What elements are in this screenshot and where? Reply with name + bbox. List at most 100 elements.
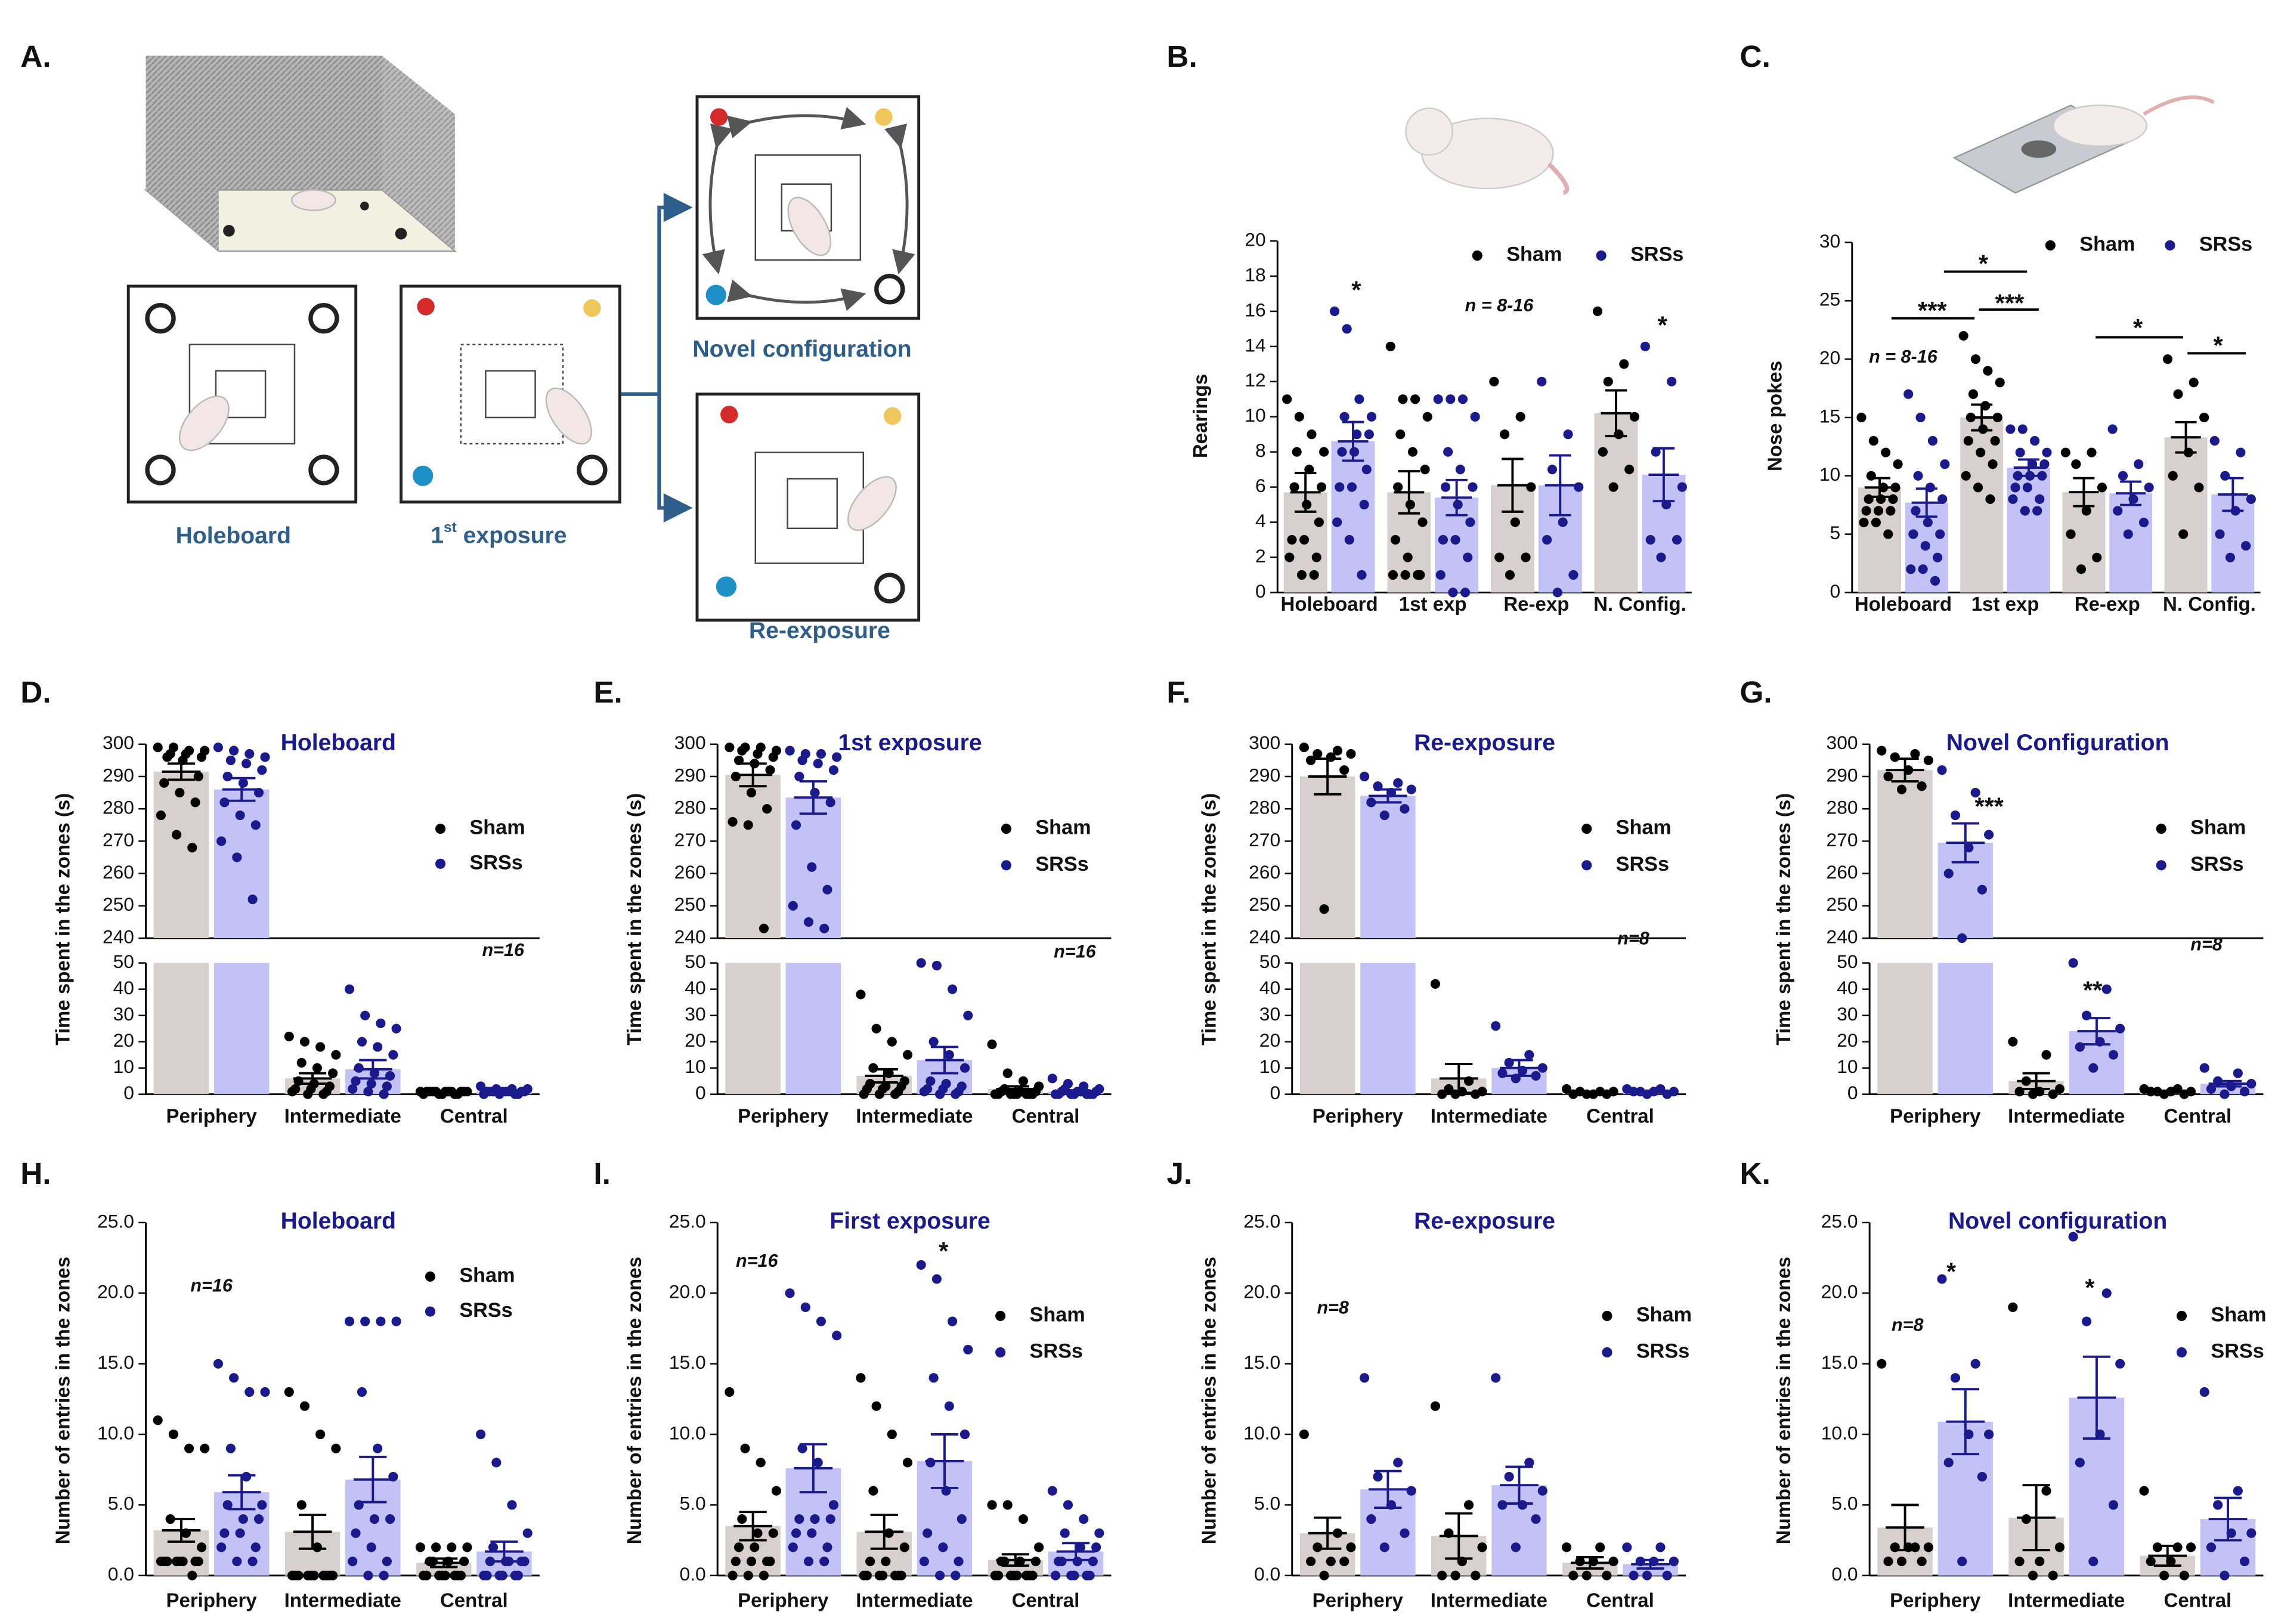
data-point [1655,1542,1666,1552]
chart-panel: E. 1st exposure Time spent in the zones (s… [593,675,1112,1127]
data-point [257,765,267,775]
y-tick-label: 10 [1819,463,1840,485]
data-point [2172,1542,2183,1552]
data-point [1970,1359,1980,1369]
data-point [232,852,242,862]
y-tick-label: 250 [103,893,134,915]
data-point [1940,459,1950,469]
data-point [1977,884,1987,895]
y-tick-label: 10.0 [669,1422,706,1443]
data-point [865,1556,875,1567]
data-point [328,1068,338,1078]
data-point [318,1570,329,1580]
legend-label: SRSs [469,851,522,874]
data-point [303,1570,313,1580]
y-tick-label: 10 [113,1056,134,1077]
data-point [2088,1063,2098,1073]
panel-label: D. [20,675,51,709]
y-tick-label: 270 [103,829,134,850]
panel-label: H. [20,1156,51,1190]
data-point [2134,459,2144,469]
x-tick-label: Periphery [166,1589,257,1611]
data-point [2220,1570,2230,1580]
data-point [253,1514,264,1524]
x-tick-label: Periphery [166,1105,257,1127]
y-tick-label: 20 [685,1029,705,1051]
data-point [2118,471,2128,481]
y-tick-label: 20.0 [97,1281,134,1303]
data-point [743,1570,753,1580]
data-point [2030,436,2040,446]
significance: ** [2083,976,2103,1004]
data-point [1366,797,1376,808]
legend-label: Sham [459,1264,515,1286]
data-point [859,1570,869,1580]
y-tick-label: 15.0 [1821,1351,1858,1373]
rats [178,196,897,531]
data-point [219,1528,230,1538]
x-tick-label: Central [1586,1589,1654,1611]
data-point [296,1500,307,1510]
legend-label: Sham [2211,1303,2266,1326]
y-tick-label: 30 [1259,1003,1280,1025]
data-point [794,1514,804,1524]
y-tick-label: 25.0 [669,1210,706,1232]
data-point [213,743,224,753]
data-point [1403,552,1413,562]
data-point [919,1556,929,1567]
data-point [1913,471,1923,481]
data-point [1319,1570,1329,1580]
legend-marker [1472,250,1482,261]
data-point [963,1344,973,1355]
data-point [1302,500,1312,510]
data-point [1400,1528,1410,1538]
y-tick-label: 50 [113,951,134,972]
y-tick-label: 20 [1245,228,1265,250]
data-point [902,1458,913,1468]
data-point [1973,482,1983,493]
panel-label: J. [1166,1156,1192,1190]
data-point [1299,1429,1309,1440]
data-point [2075,1458,2085,1468]
data-point [1457,394,1468,404]
data-point [2225,552,2236,562]
data-point [1319,447,1329,457]
data-point [1504,1471,1514,1482]
data-point [2233,1486,2243,1496]
data-point [1511,1542,1521,1552]
chart-panel: C. Nose pokes 0 5 10 15 20 25 30 Holeboard 1st exp… [1739,39,2261,615]
data-point [1471,1570,1481,1580]
data-point [153,743,163,753]
bar [1299,963,1355,1094]
data-point [1950,810,1961,821]
y-tick-label: 20 [1259,1029,1280,1051]
data-point [447,1542,457,1552]
data-point [807,862,817,872]
chart-title: Holeboard [281,1208,396,1234]
data-point [229,1373,239,1383]
data-point [1440,482,1451,492]
data-point [1927,436,1938,446]
data-point [868,1063,878,1073]
data-point [816,1316,827,1326]
data-point [2068,958,2078,968]
legend-marker [2165,240,2175,250]
data-point [2209,436,2220,446]
data-point [819,1556,829,1567]
data-point [1968,389,1979,399]
data-point [1292,447,1302,457]
legend-label: SRSs [2211,1340,2264,1363]
data-point [1360,771,1370,782]
significance: * [1658,311,1668,339]
data-point [462,1542,472,1552]
data-point [1393,1458,1403,1468]
data-point [2113,506,2123,516]
data-point [1561,1084,1572,1094]
y-tick-label: 280 [1249,797,1280,818]
data-point [2215,529,2225,539]
data-point [1405,500,1415,510]
data-point [1896,784,1907,794]
data-point [1524,1458,1534,1468]
data-point [1455,465,1465,475]
data-point [828,1500,838,1510]
